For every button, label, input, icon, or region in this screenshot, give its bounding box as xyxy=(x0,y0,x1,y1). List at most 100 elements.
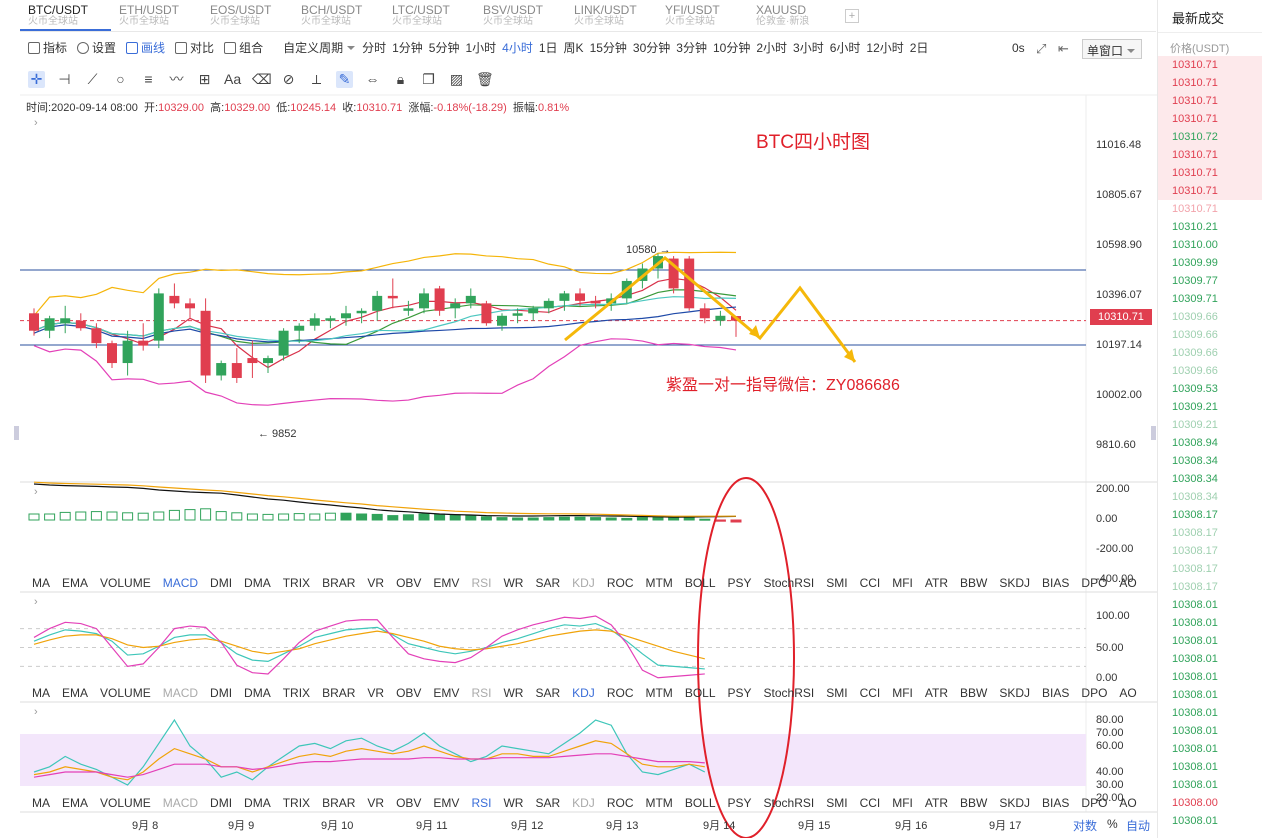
crosshair-icon[interactable]: ✛ xyxy=(28,70,45,88)
magnet-icon[interactable]: ⊘ xyxy=(282,70,295,87)
indicator-tab[interactable]: EMA xyxy=(62,576,89,590)
copy-icon[interactable]: ❐ xyxy=(422,70,435,87)
indicator-tab[interactable]: PSY xyxy=(727,686,752,700)
period-option[interactable]: 2小时 xyxy=(756,40,788,55)
indicator-tab[interactable]: PSY xyxy=(727,796,752,810)
indicator-tab[interactable]: WR xyxy=(503,796,524,810)
period-option[interactable]: 2日 xyxy=(909,40,929,55)
indicator-tab[interactable]: DMA xyxy=(244,686,271,700)
indicator-tab[interactable]: VR xyxy=(367,686,385,700)
indicator-tab[interactable]: BIAS xyxy=(1042,686,1070,700)
indicator-tab[interactable]: DMA xyxy=(244,796,271,810)
indicator-tab[interactable]: ATR xyxy=(924,796,949,810)
tab-ltc-usdt[interactable]: LTC/USDT 火币全球站 xyxy=(384,0,475,31)
add-tab-button[interactable]: + xyxy=(845,9,859,23)
trend-line-icon[interactable]: ⟋ xyxy=(87,70,98,87)
indicator-tab[interactable]: AO xyxy=(1119,796,1137,810)
indicator-tab[interactable]: MA xyxy=(32,576,50,590)
indicator-tab[interactable]: SMI xyxy=(826,686,848,700)
indicator-tab[interactable]: BBW xyxy=(960,796,988,810)
indicator-tab[interactable]: SMI xyxy=(826,576,848,590)
collapse-chevron-rsi[interactable]: › xyxy=(34,706,38,718)
indicator-tab[interactable]: RSI xyxy=(471,796,492,810)
indicator-tab[interactable]: BOLL xyxy=(684,576,716,590)
indicator-tab[interactable]: VOLUME xyxy=(100,576,151,590)
indicator-tab[interactable]: VOLUME xyxy=(100,686,151,700)
indicator-tab[interactable]: PSY xyxy=(727,576,752,590)
indicator-tab[interactable]: BOLL xyxy=(684,796,716,810)
combine-button[interactable]: 组合 xyxy=(224,39,263,56)
fullscreen-icon[interactable]: ⤢ xyxy=(1036,41,1047,56)
indicator-tab[interactable]: SAR xyxy=(535,576,561,590)
indicator-tab[interactable]: StochRSI xyxy=(763,686,815,700)
period-option[interactable]: 6小时 xyxy=(829,40,861,55)
collapse-icon[interactable]: ⇤ xyxy=(1058,41,1069,56)
indicator-tab[interactable]: RSI xyxy=(471,576,492,590)
indicator-tab[interactable]: BRAR xyxy=(322,576,356,590)
indicator-tab[interactable]: WR xyxy=(503,576,524,590)
indicator-tab[interactable]: SAR xyxy=(535,686,561,700)
indicator-tab[interactable]: EMA xyxy=(62,796,89,810)
indicator-tab[interactable]: SKDJ xyxy=(999,576,1031,590)
indicator-tab[interactable]: ATR xyxy=(924,686,949,700)
indicator-tab[interactable]: MFI xyxy=(892,576,913,590)
indicator-tab[interactable]: DPO xyxy=(1081,576,1108,590)
collapse-chevron-main[interactable]: › xyxy=(34,117,38,129)
period-option[interactable]: 1分钟 xyxy=(392,40,423,55)
circle-icon[interactable]: ○ xyxy=(116,70,125,87)
ruler-icon[interactable]: ⟂ xyxy=(311,70,322,87)
indicator-tab[interactable]: DMI xyxy=(210,686,233,700)
tab-eth-usdt[interactable]: ETH/USDT 火币全球站 xyxy=(111,0,202,31)
indicator-tab[interactable]: BOLL xyxy=(684,686,716,700)
custom-period-dropdown[interactable]: 自定义周期 xyxy=(283,39,356,56)
tab-btc-usdt[interactable]: BTC/USDT 火币全球站 xyxy=(20,0,111,31)
period-option[interactable]: 1日 xyxy=(538,40,558,55)
text-icon[interactable]: Aa xyxy=(224,70,242,87)
window-mode-dropdown[interactable]: 单窗口 xyxy=(1082,39,1142,59)
period-option[interactable]: 3分钟 xyxy=(676,40,707,55)
indicator-tab[interactable]: MTM xyxy=(645,576,673,590)
right-panel-handle[interactable] xyxy=(1151,426,1156,440)
indicator-tab[interactable]: StochRSI xyxy=(763,796,815,810)
tab-bch-usdt[interactable]: BCH/USDT 火币全球站 xyxy=(293,0,384,31)
indicator-tab[interactable]: DPO xyxy=(1081,686,1108,700)
indicator-tab[interactable]: DMI xyxy=(210,576,233,590)
period-option[interactable]: 1小时 xyxy=(465,40,497,55)
period-option[interactable]: 5分钟 xyxy=(428,40,460,55)
indicator-tab[interactable]: BIAS xyxy=(1042,796,1070,810)
period-option[interactable]: 分时 xyxy=(362,40,387,55)
indicator-tab[interactable]: DMI xyxy=(210,796,233,810)
indicator-tab[interactable]: CCI xyxy=(859,686,881,700)
indicator-tab[interactable]: BRAR xyxy=(322,686,356,700)
indicator-tab[interactable]: AO xyxy=(1119,686,1137,700)
indicator-tab[interactable]: BRAR xyxy=(322,796,356,810)
indicator-tab[interactable]: ROC xyxy=(606,576,634,590)
period-option[interactable]: 30分钟 xyxy=(632,40,671,55)
collapse-chevron-kdj[interactable]: › xyxy=(34,596,38,608)
tab-link-usdt[interactable]: LINK/USDT 火币全球站 xyxy=(566,0,657,31)
tab-bsv-usdt[interactable]: BSV/USDT 火币全球站 xyxy=(475,0,566,31)
period-option[interactable]: 周K xyxy=(563,40,584,55)
indicator-tab[interactable]: StochRSI xyxy=(763,576,815,590)
indicator-tab[interactable]: ATR xyxy=(924,576,949,590)
indicator-tab[interactable]: SMI xyxy=(826,796,848,810)
indicator-tab[interactable]: RSI xyxy=(471,686,492,700)
indicator-tab[interactable]: ROC xyxy=(606,686,634,700)
fib-grid-icon[interactable]: ⊞ xyxy=(198,70,211,87)
indicator-tab[interactable]: MACD xyxy=(162,686,199,700)
eraser-icon[interactable]: ⌫ xyxy=(252,70,272,87)
indicator-tab[interactable]: BIAS xyxy=(1042,576,1070,590)
indicator-tab[interactable]: EMA xyxy=(62,686,89,700)
indicator-tab[interactable]: OBV xyxy=(396,796,422,810)
draw-button[interactable]: 画线 xyxy=(126,39,165,56)
period-option[interactable]: 12小时 xyxy=(866,40,904,55)
indicator-tab[interactable]: CCI xyxy=(859,576,881,590)
pencil-icon[interactable]: ✎ xyxy=(336,70,353,88)
settings-button[interactable]: 设置 xyxy=(77,39,116,56)
indicator-tab[interactable]: MTM xyxy=(645,686,673,700)
indicator-tab[interactable]: KDJ xyxy=(572,686,595,700)
indicator-tab[interactable]: BBW xyxy=(960,686,988,700)
indicator-tab[interactable]: MA xyxy=(32,796,50,810)
tab-xauusd[interactable]: XAUUSD 伦敦金·新浪 xyxy=(748,0,839,31)
tab-eos-usdt[interactable]: EOS/USDT 火币全球站 xyxy=(202,0,293,31)
